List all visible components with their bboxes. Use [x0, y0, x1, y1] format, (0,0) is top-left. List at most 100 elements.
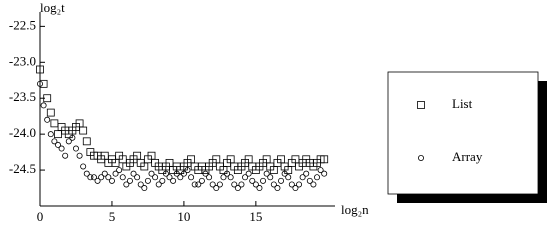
point: [234, 185, 241, 192]
point: [44, 116, 51, 123]
point: [141, 185, 148, 192]
legend-label: List: [452, 96, 473, 111]
point: [46, 108, 55, 117]
point: [195, 181, 202, 188]
point: [209, 181, 216, 188]
point: [267, 174, 274, 181]
point: [130, 170, 137, 177]
point: [108, 177, 115, 184]
point: [249, 177, 256, 184]
point: [184, 167, 191, 174]
point: [144, 177, 151, 184]
x-tick-label: 0: [37, 209, 44, 224]
point: [173, 170, 180, 177]
point: [80, 163, 87, 170]
point: [36, 65, 44, 74]
point: [105, 174, 112, 181]
point: [281, 170, 288, 177]
point: [82, 137, 91, 146]
y-tick-label: -24.0: [9, 125, 36, 140]
legend-box: [387, 71, 539, 195]
point: [292, 185, 299, 192]
point: [213, 185, 220, 192]
legend-marker: [417, 154, 424, 161]
x-tick-label: 15: [249, 209, 262, 224]
point: [54, 141, 61, 148]
point: [242, 174, 249, 181]
point: [317, 167, 324, 174]
y-axis-label: log₂t: [40, 0, 65, 15]
point: [177, 174, 184, 181]
point: [101, 170, 108, 177]
point: [62, 152, 69, 159]
point: [134, 174, 141, 181]
point: [119, 174, 126, 181]
x-tick-label: 10: [177, 209, 190, 224]
chart: log₂t log₂n -22.5 -23.0 -23.5 -24.0 -24.5 0 5 1…: [9, 0, 547, 224]
point: [58, 145, 65, 152]
point: [270, 181, 277, 188]
point: [123, 181, 130, 188]
x-axis-label: log₂n: [341, 202, 369, 217]
point: [155, 181, 162, 188]
point: [170, 177, 177, 184]
point: [40, 102, 47, 109]
point: [137, 181, 144, 188]
point: [148, 170, 155, 177]
point: [39, 79, 48, 88]
point: [166, 174, 173, 181]
y-tick-label: -23.0: [9, 53, 36, 68]
point: [72, 145, 79, 152]
legend-label: Array: [452, 149, 483, 164]
y-tick-label: -22.5: [9, 17, 36, 32]
point: [260, 177, 267, 184]
point: [83, 170, 90, 177]
point: [90, 174, 97, 181]
point: [198, 177, 205, 184]
point: [216, 181, 223, 188]
point: [306, 177, 313, 184]
point: [188, 174, 195, 181]
point: [202, 170, 209, 177]
point: [299, 174, 306, 181]
point: [98, 174, 105, 181]
point: [263, 170, 270, 177]
point: [159, 177, 166, 184]
point: [94, 177, 101, 184]
point: [321, 170, 328, 177]
point: [37, 80, 44, 87]
point: [296, 181, 303, 188]
point: [191, 181, 198, 188]
point: [288, 181, 295, 188]
point: [162, 170, 169, 177]
point: [65, 138, 72, 145]
point: [152, 174, 159, 181]
point: [310, 181, 317, 188]
point: [126, 177, 133, 184]
point: [76, 152, 83, 159]
point: [314, 174, 321, 181]
point: [43, 94, 52, 103]
point: [220, 174, 227, 181]
point: [256, 185, 263, 192]
y-tick-label: -23.5: [9, 89, 36, 104]
point: [320, 155, 329, 164]
x-tick-label: 5: [109, 209, 116, 224]
point: [303, 170, 310, 177]
point: [54, 130, 62, 139]
point: [278, 177, 285, 184]
point: [245, 170, 252, 177]
point: [206, 174, 213, 181]
page: log₂t log₂n -22.5 -23.0 -23.5 -24.0 -24.5 0 5 1…: [8, 0, 547, 224]
point: [238, 181, 245, 188]
point: [112, 170, 119, 177]
point: [252, 181, 259, 188]
point: [285, 174, 292, 181]
legend-marker: [417, 101, 425, 109]
point: [231, 181, 238, 188]
point: [274, 185, 281, 192]
point: [180, 170, 187, 177]
point: [224, 170, 231, 177]
point: [47, 131, 54, 138]
point: [227, 174, 234, 181]
